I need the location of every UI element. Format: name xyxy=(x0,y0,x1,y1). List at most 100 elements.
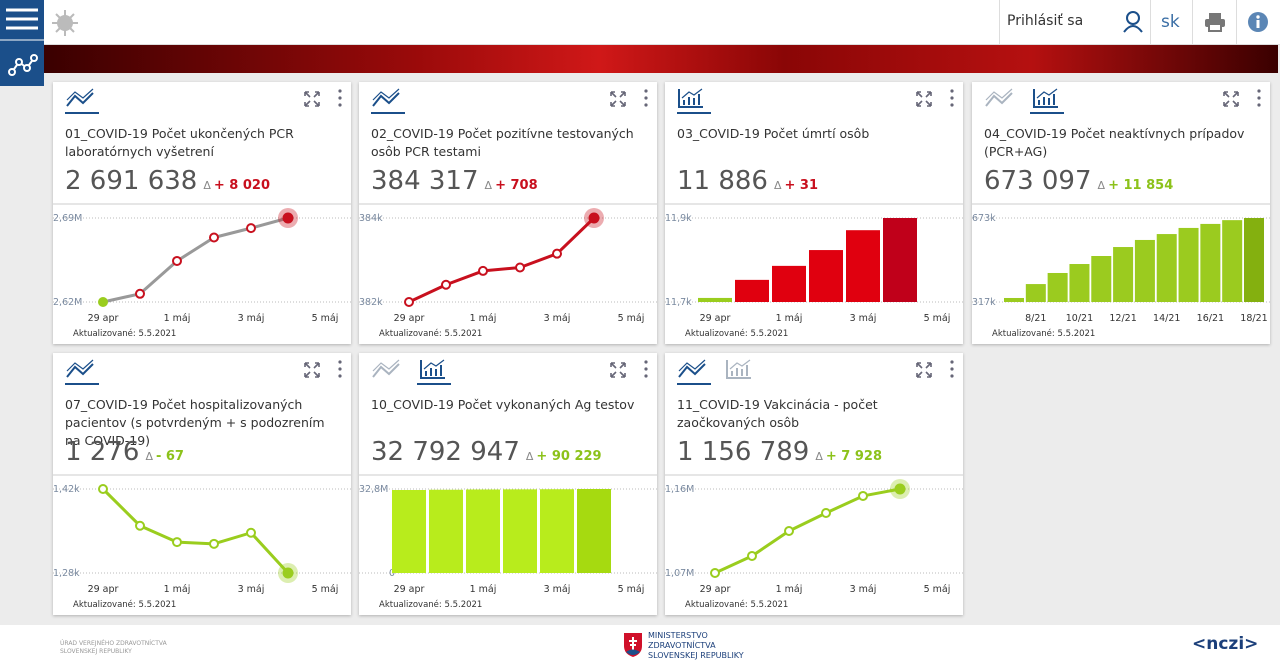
card-title: 10_COVID-19 Počet vykonaných Ag testov xyxy=(371,397,635,412)
bar xyxy=(429,489,463,573)
updated-label: Aktualizované: 5.5.2021 xyxy=(379,599,482,610)
line-icon xyxy=(66,92,94,107)
delta-sign: Δ xyxy=(773,179,782,192)
value-text: 1 276 xyxy=(65,437,140,467)
marker xyxy=(98,484,108,494)
updated-label: Aktualizované: 5.5.2021 xyxy=(379,328,482,339)
value-text: 32 792 947 xyxy=(371,437,520,467)
x-tick-label: 3 máj xyxy=(850,584,877,595)
y-tick-label: 2,69M xyxy=(53,213,82,224)
card-title: 11_COVID-19 Vakcinácia - počet zaočkovan… xyxy=(677,397,878,430)
menu-dot xyxy=(1257,89,1261,93)
line-icon xyxy=(372,92,400,107)
marker xyxy=(282,567,294,579)
menu-dot xyxy=(338,103,342,107)
divider xyxy=(1192,0,1193,44)
nczi-logo: <nczi> xyxy=(1192,634,1259,654)
value-text: 11 886 xyxy=(677,166,768,196)
active-tab-underline xyxy=(417,383,451,385)
bar xyxy=(1156,234,1177,302)
line-icon xyxy=(985,92,1013,107)
delta-sign: Δ xyxy=(203,179,211,192)
value-text: 673 097 xyxy=(984,166,1092,196)
delta-value: - 67 xyxy=(155,449,184,464)
menu-dot xyxy=(644,89,648,93)
sidebar-icons[interactable] xyxy=(0,0,44,86)
active-tab-underline xyxy=(677,383,711,385)
card-toolbar[interactable] xyxy=(53,82,351,122)
card-toolbar[interactable] xyxy=(359,82,657,122)
line-icon xyxy=(66,88,94,101)
card-toolbar[interactable] xyxy=(359,353,657,393)
login-label[interactable]: Prihlásiť sa xyxy=(1007,13,1084,29)
login-button[interactable] xyxy=(999,0,1151,44)
tabs xyxy=(985,88,1064,114)
marker xyxy=(894,483,906,495)
expand-icon xyxy=(304,362,320,378)
user-icon[interactable] xyxy=(1122,10,1144,34)
tabs xyxy=(677,359,751,385)
marker xyxy=(784,525,794,536)
marker xyxy=(135,520,145,531)
tabs xyxy=(677,88,711,114)
line-icon xyxy=(678,363,706,378)
menu-dot xyxy=(950,96,954,100)
card-toolbar[interactable] xyxy=(972,82,1270,122)
language[interactable]: sk xyxy=(1161,12,1180,32)
card: 01_COVID-19 Počet ukončených PCR laborat… xyxy=(53,82,351,344)
card-toolbar[interactable] xyxy=(53,353,351,393)
x-tick-label: 1 máj xyxy=(470,584,497,595)
x-tick-label: 16/21 xyxy=(1197,313,1224,324)
bar-icon xyxy=(729,359,751,370)
bar xyxy=(1134,239,1155,302)
line xyxy=(101,487,290,575)
y-tick-label: 673k xyxy=(972,213,996,224)
bar xyxy=(1004,297,1024,302)
marker xyxy=(858,490,868,501)
bar xyxy=(883,218,917,302)
bar xyxy=(735,279,769,302)
y-tick-label: 317k xyxy=(972,297,996,308)
card-title: 02_COVID-19 Počet pozitívne testovaných … xyxy=(371,126,634,159)
delta-sign: Δ xyxy=(145,450,153,463)
line xyxy=(102,216,289,304)
card-value: 32 792 947 Δ + 90 229 xyxy=(371,437,602,467)
delta-sign: Δ xyxy=(525,450,534,463)
marker xyxy=(246,527,256,538)
x-tick-label: 1 máj xyxy=(164,313,191,324)
bar-icon xyxy=(678,89,703,108)
card-toolbar[interactable] xyxy=(665,82,963,122)
x-tick-label: 1 máj xyxy=(470,313,497,324)
tabs xyxy=(372,359,451,385)
bar-icon xyxy=(1033,89,1058,108)
card-toolbar[interactable] xyxy=(665,353,963,393)
chart: 1,07M 1,16M 29 apr 1 máj 3 máj 5 máj Aktualizo… xyxy=(665,474,963,610)
marker xyxy=(588,212,600,224)
menu-dot xyxy=(950,374,954,378)
virus-logo xyxy=(52,10,78,36)
info-icon[interactable] xyxy=(1247,11,1269,33)
bar-icon xyxy=(681,88,703,99)
x-tick-label: 5 máj xyxy=(312,313,339,324)
marker xyxy=(135,288,145,299)
bar-icon xyxy=(423,359,445,370)
print-icon[interactable] xyxy=(1204,12,1226,32)
x-tick-label: 3 máj xyxy=(544,584,571,595)
menu-dot xyxy=(1257,96,1261,100)
bar xyxy=(1047,272,1068,302)
x-tick-label: 12/21 xyxy=(1109,313,1136,324)
card: 03_COVID-19 Počet úmrtí osôb 11 886 Δ + 31 1… xyxy=(665,82,963,344)
line-icon xyxy=(66,359,94,372)
card: 10_COVID-19 Počet vykonaných Ag testov 32… xyxy=(359,353,657,615)
bar xyxy=(1069,264,1090,302)
updated-label: Aktualizované: 5.5.2021 xyxy=(685,599,788,610)
card-value: 384 317 Δ + 708 xyxy=(371,166,538,196)
bar xyxy=(1178,227,1199,302)
y-tick-label: 11,9k xyxy=(665,213,692,224)
menu-dot xyxy=(950,367,954,371)
marker xyxy=(209,538,219,549)
expand-icon xyxy=(610,91,626,107)
x-tick-label: 29 apr xyxy=(700,313,731,324)
x-tick-label: 29 apr xyxy=(88,584,119,595)
ministry-line: MINISTERSTVO xyxy=(648,631,708,640)
